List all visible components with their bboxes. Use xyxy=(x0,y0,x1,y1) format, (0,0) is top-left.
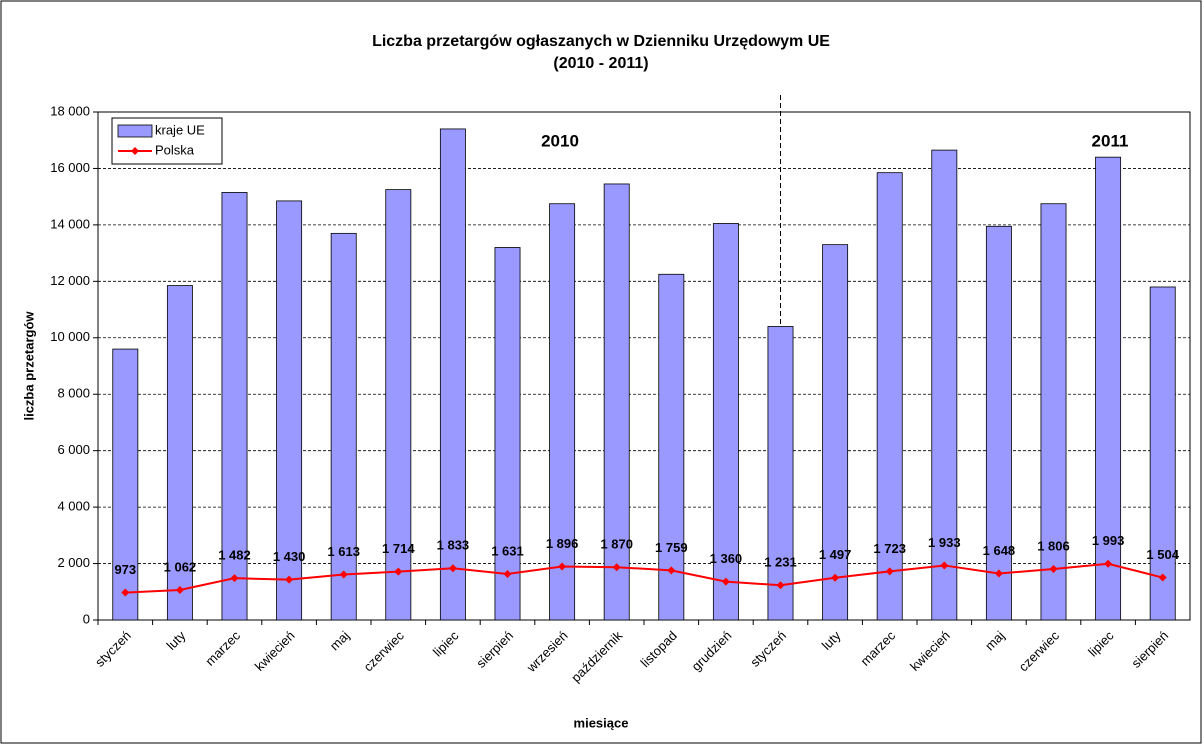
line-marker xyxy=(667,566,676,575)
legend-label: kraje UE xyxy=(155,122,205,137)
bar xyxy=(876,172,903,621)
line-marker xyxy=(285,575,294,584)
data-label: 1 993 xyxy=(1092,533,1125,548)
y-tick-label: 12 000 xyxy=(50,273,90,288)
chart-title: Liczba przetargów ogłaszanych w Dziennik… xyxy=(372,33,830,50)
data-label: 1 759 xyxy=(655,540,688,555)
bar xyxy=(221,192,248,621)
data-label: 973 xyxy=(114,562,136,577)
data-label: 1 360 xyxy=(710,551,743,566)
bar xyxy=(439,128,466,621)
line-marker xyxy=(721,577,730,586)
bar xyxy=(330,232,357,621)
data-label: 1 648 xyxy=(983,543,1016,558)
line-marker xyxy=(339,570,348,579)
line-marker xyxy=(558,562,567,571)
bar xyxy=(931,149,958,621)
data-label: 1 933 xyxy=(928,535,961,550)
data-label: 1 806 xyxy=(1037,538,1070,553)
line-marker xyxy=(1158,573,1167,582)
line-marker xyxy=(121,588,130,597)
bar xyxy=(658,273,685,621)
bar xyxy=(494,247,521,621)
bar xyxy=(549,203,576,621)
chart-subtitle: (2010 - 2011) xyxy=(553,55,648,72)
line-marker xyxy=(994,569,1003,578)
line-marker xyxy=(503,569,512,578)
data-label: 1 870 xyxy=(600,537,633,552)
data-label: 1 062 xyxy=(164,559,197,574)
bar xyxy=(822,244,849,621)
bar xyxy=(385,189,412,621)
bar xyxy=(1040,203,1067,621)
y-tick-label: 18 000 xyxy=(50,103,90,118)
line-marker xyxy=(1104,559,1113,568)
bar xyxy=(112,348,139,621)
data-label: 1 430 xyxy=(273,549,306,564)
line-marker xyxy=(394,567,403,576)
line-marker xyxy=(175,586,184,595)
data-label: 1 631 xyxy=(491,543,524,558)
data-label: 1 896 xyxy=(546,536,579,551)
bar xyxy=(276,200,303,621)
data-label: 1 723 xyxy=(873,541,906,556)
data-label: 1 231 xyxy=(764,555,797,570)
line-marker xyxy=(885,567,894,576)
bar xyxy=(1095,156,1122,621)
y-axis-label: liczba przetargów xyxy=(21,311,36,421)
line-marker xyxy=(940,561,949,570)
bar xyxy=(985,225,1012,621)
legend-swatch xyxy=(117,124,153,138)
line-marker xyxy=(230,574,239,583)
line xyxy=(125,562,1163,594)
bar xyxy=(1149,286,1176,621)
bar xyxy=(166,285,193,621)
y-tick-label: 16 000 xyxy=(50,160,90,175)
y-tick-label: 4 000 xyxy=(57,499,90,514)
legend-label: Polska xyxy=(155,142,195,157)
bar xyxy=(603,183,630,621)
annotation: 2010 xyxy=(541,131,579,150)
annotation: 2011 xyxy=(1092,131,1129,150)
line-marker xyxy=(1049,565,1058,574)
y-tick-label: 10 000 xyxy=(50,329,90,344)
y-tick-label: 14 000 xyxy=(50,216,90,231)
legend-marker xyxy=(131,147,139,155)
data-label: 1 497 xyxy=(819,547,852,562)
y-tick-label: 8 000 xyxy=(57,386,90,401)
y-tick-label: 0 xyxy=(83,611,90,626)
data-label: 1 714 xyxy=(382,541,415,556)
x-axis-label: miesiące xyxy=(574,715,629,730)
bar xyxy=(767,326,794,621)
y-tick-label: 6 000 xyxy=(57,442,90,457)
bar xyxy=(712,223,739,621)
data-label: 1 833 xyxy=(437,538,470,553)
y-tick-label: 2 000 xyxy=(57,555,90,570)
data-label: 1 482 xyxy=(218,548,251,563)
line-marker xyxy=(448,564,457,573)
line-marker xyxy=(776,581,785,590)
data-label: 1 613 xyxy=(327,544,360,559)
data-label: 1 504 xyxy=(1146,547,1179,562)
line-marker xyxy=(831,573,840,582)
line-marker xyxy=(612,563,621,572)
